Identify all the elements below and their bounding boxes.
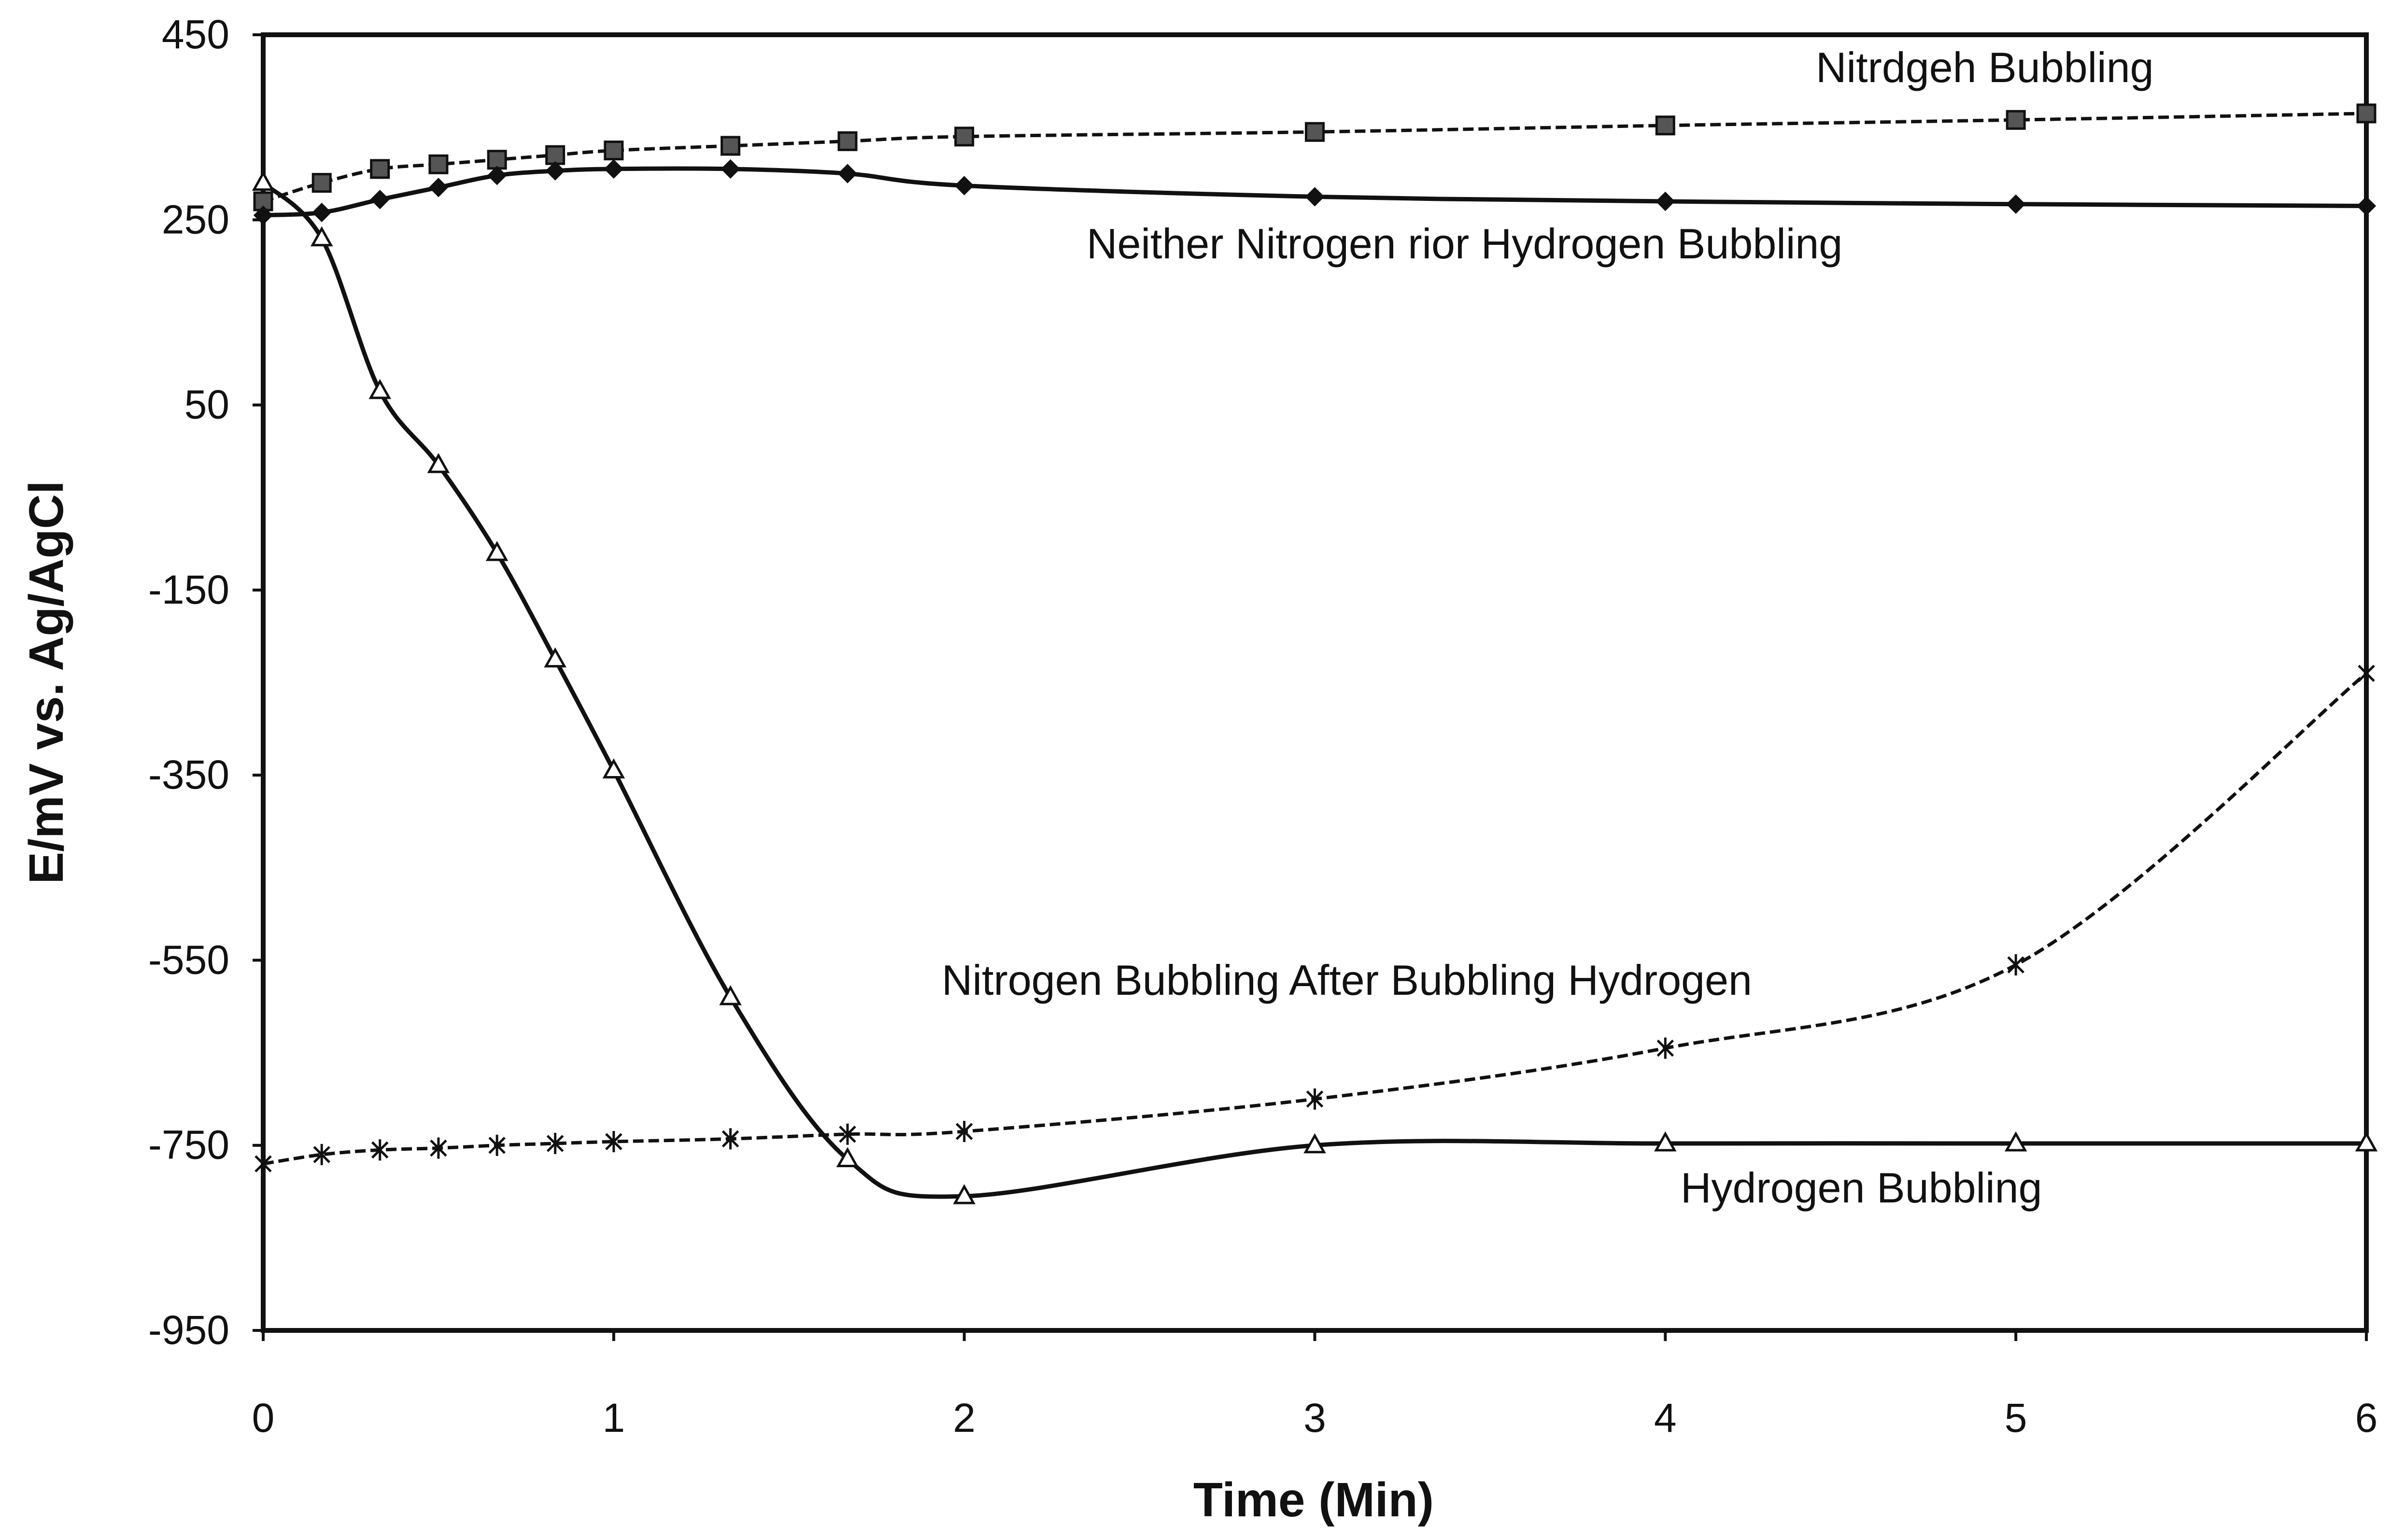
marker-nitrogen-bubbling [311, 173, 332, 193]
marker-hydrogen-bubbling [602, 758, 625, 779]
marker-hydrogen-bubbling [719, 985, 742, 1005]
marker-hydrogen-bubbling [1303, 1133, 1326, 1154]
x-tick-label: 4 [1654, 1395, 1677, 1441]
marker-neither-bubbling [604, 159, 623, 179]
marker-nitrogen-bubbling [2006, 110, 2026, 130]
x-axis: 0 1 2 3 4 5 6 [252, 1330, 2378, 1441]
marker-nitrogen-after-hydrogen [839, 1123, 856, 1145]
marker-neither-bubbling [837, 164, 858, 184]
annotation-nitrogen-after-hydrogen: Nitrogen Bubbling After Bubbling Hydroge… [942, 956, 1752, 1004]
marker-neither-bubbling [2006, 194, 2026, 214]
marker-nitrogen-after-hydrogen [1656, 1037, 1674, 1059]
marker-neither-bubbling [370, 190, 390, 210]
marker-nitrogen-after-hydrogen [255, 1153, 272, 1175]
marker-nitrogen-after-hydrogen [371, 1139, 389, 1161]
marker-neither-bubbling [312, 202, 332, 223]
marker-hydrogen-bubbling [544, 647, 566, 668]
y-axis: 450 250 50 -150 -350 -550 -750 -950 [148, 12, 263, 1353]
marker-nitrogen-bubbling [1655, 115, 1675, 136]
marker-neither-bubbling [721, 159, 740, 179]
marker-nitrogen-bubbling [370, 159, 390, 179]
x-tick-label: 2 [953, 1395, 976, 1441]
marker-nitrogen-after-hydrogen [313, 1144, 330, 1165]
marker-hydrogen-bubbling [1654, 1131, 1677, 1152]
marker-hydrogen-bubbling [485, 541, 509, 561]
marker-neither-bubbling [487, 166, 507, 185]
y-tick-label: 450 [162, 12, 229, 57]
x-tick-label: 5 [2005, 1395, 2027, 1441]
marker-hydrogen-bubbling [310, 226, 333, 247]
annotation-nitrogen-bubbling: Nitrdgeh Bubbling [1816, 43, 2154, 91]
marker-nitrogen-after-hydrogen [430, 1137, 447, 1159]
y-tick-label: -350 [148, 752, 229, 797]
marker-hydrogen-bubbling [252, 170, 275, 191]
marker-hydrogen-bubbling [2355, 1131, 2378, 1152]
x-axis-title: Time (Min) [1193, 1473, 1434, 1527]
marker-nitrogen-after-hydrogen [1306, 1088, 1324, 1110]
x-tick-label: 3 [1303, 1395, 1326, 1441]
marker-hydrogen-bubbling [836, 1147, 859, 1167]
y-tick-label: 50 [184, 382, 229, 427]
marker-nitrogen-after-hydrogen [955, 1120, 973, 1142]
y-tick-label: -550 [148, 937, 229, 982]
marker-nitrogen-bubbling [545, 145, 566, 165]
marker-hydrogen-bubbling [368, 379, 391, 399]
y-tick-label: -150 [148, 567, 229, 612]
y-axis-title: E/mV vs. Ag/AgCl [19, 480, 73, 884]
marker-nitrogen-after-hydrogen [2007, 954, 2024, 976]
marker-neither-bubbling [1305, 187, 1325, 207]
marker-nitrogen-after-hydrogen [488, 1134, 506, 1156]
marker-hydrogen-bubbling [427, 453, 450, 473]
series-line-hydrogen-bubbling [261, 181, 2366, 1199]
marker-neither-bubbling [954, 176, 974, 196]
marker-neither-bubbling [1655, 191, 1675, 212]
marker-nitrogen-after-hydrogen [605, 1131, 623, 1153]
marker-neither-bubbling [545, 161, 565, 181]
marker-hydrogen-bubbling [2004, 1131, 2027, 1152]
y-tick-label: -950 [148, 1307, 229, 1353]
marker-nitrogen-bubbling [721, 136, 741, 156]
marker-nitrogen-bubbling [428, 154, 449, 174]
y-tick-label: -750 [148, 1122, 229, 1168]
y-tick-label: 250 [162, 197, 229, 242]
marker-neither-bubbling [428, 178, 449, 198]
x-tick-label: 0 [252, 1395, 275, 1441]
marker-hydrogen-bubbling [953, 1184, 976, 1204]
marker-layer [252, 103, 2378, 1204]
marker-neither-bubbling [253, 205, 273, 225]
marker-nitrogen-after-hydrogen [722, 1128, 739, 1150]
annotation-neither-bubbling: Neither Nitrogen rior Hydrogen Bubbling [1087, 220, 1842, 268]
marker-nitrogen-bubbling [604, 141, 624, 161]
marker-nitrogen-after-hydrogen [2358, 663, 2375, 684]
x-tick-label: 1 [602, 1395, 625, 1441]
x-tick-label: 6 [2355, 1395, 2378, 1441]
marker-nitrogen-bubbling [2356, 103, 2377, 124]
marker-nitrogen-after-hydrogen [546, 1132, 564, 1154]
marker-nitrogen-bubbling [1305, 122, 1325, 142]
marker-neither-bubbling [2356, 196, 2377, 216]
marker-nitrogen-bubbling [837, 131, 858, 151]
annotation-hydrogen-bubbling: Hydrogen Bubbling [1681, 1164, 2042, 1212]
marker-nitrogen-bubbling [954, 127, 975, 147]
series-layer [261, 112, 2368, 1199]
series-line-nitrogen-after-hydrogen [263, 672, 2368, 1166]
